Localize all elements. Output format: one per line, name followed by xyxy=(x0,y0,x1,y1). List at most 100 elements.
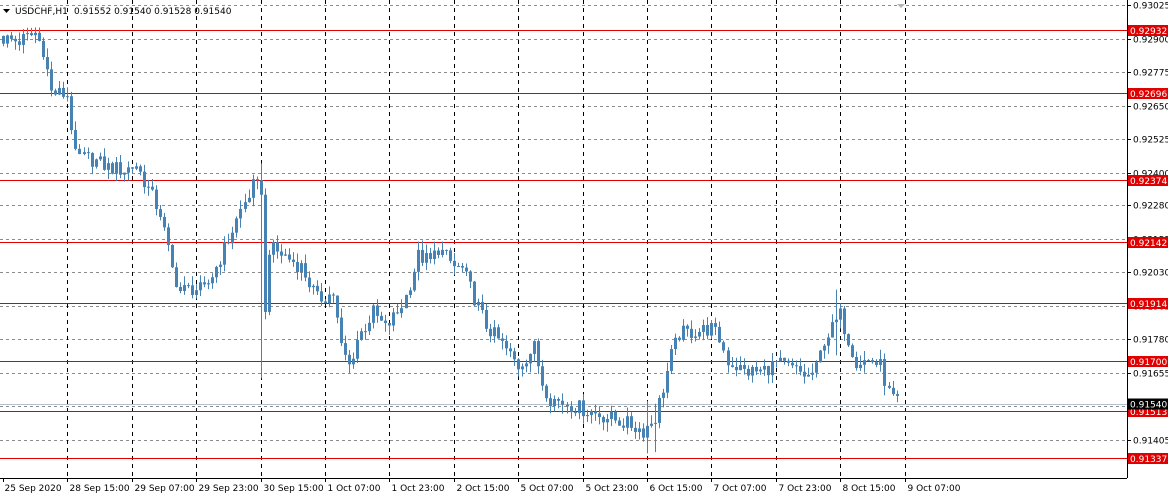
candle-body xyxy=(590,411,593,416)
candle-body xyxy=(606,419,609,423)
candle-body xyxy=(646,425,649,438)
grid xyxy=(0,0,1127,478)
candle-body xyxy=(308,277,311,288)
candle-body xyxy=(219,264,222,267)
candle-body xyxy=(336,295,339,318)
candle-body xyxy=(851,345,854,357)
level-label: 0.92142 xyxy=(1130,239,1167,249)
time-tick-label: 28 Sep 15:00 xyxy=(70,484,130,494)
candle-body xyxy=(18,41,21,45)
price-tick-label: 0.91780 xyxy=(1133,336,1168,346)
candle-body xyxy=(799,365,802,372)
candle-body xyxy=(433,250,436,260)
candle-body xyxy=(867,360,870,362)
candle-body xyxy=(155,189,158,210)
time-tick-label: 29 Sep 07:00 xyxy=(135,484,195,494)
candle-body xyxy=(388,323,391,326)
candle-body xyxy=(392,312,395,326)
candle-body xyxy=(316,285,319,292)
candle-body xyxy=(54,90,57,95)
candle-body xyxy=(119,162,122,175)
candle-body xyxy=(179,287,182,292)
candle-body xyxy=(570,406,573,413)
candle-body xyxy=(195,290,198,295)
candle-body xyxy=(441,249,444,255)
candle-body xyxy=(348,354,351,365)
candle-body xyxy=(207,283,210,285)
current-price-label: 0.91540 xyxy=(1130,401,1167,411)
candle-body xyxy=(328,294,331,303)
candle-body xyxy=(417,249,420,272)
candle-body xyxy=(521,366,524,370)
time-tick-label: 1 Oct 07:00 xyxy=(328,484,381,494)
candle-body xyxy=(332,294,335,296)
candle-body xyxy=(445,249,448,251)
candle-body xyxy=(83,152,86,155)
candle-body xyxy=(268,254,271,312)
candle-body xyxy=(634,427,637,433)
candle-body xyxy=(123,172,126,175)
price-tick-label: 0.92400 xyxy=(1133,170,1168,180)
candle-body xyxy=(396,312,399,314)
price-tick-label: 0.92900 xyxy=(1133,36,1168,46)
time-tick-label: 7 Oct 23:00 xyxy=(779,484,832,494)
candle-body xyxy=(787,360,790,363)
candle-body xyxy=(38,32,41,41)
candle-body xyxy=(807,374,810,377)
level-label-bg xyxy=(1128,406,1168,417)
price-tick-label: 0.92775 xyxy=(1133,69,1168,79)
candle-body xyxy=(437,250,440,255)
candle-body xyxy=(288,254,291,260)
candle-body xyxy=(163,216,166,228)
candle-body xyxy=(70,96,73,131)
price-tick-label: 0.92525 xyxy=(1133,136,1168,146)
candle-body xyxy=(610,411,613,420)
candle-body xyxy=(191,285,194,295)
candle-body xyxy=(22,34,25,45)
candle-body xyxy=(78,148,81,155)
candle-body xyxy=(42,40,45,58)
candle-body xyxy=(66,96,69,98)
candle-body xyxy=(473,281,476,306)
candle-body xyxy=(763,365,766,370)
candle-body xyxy=(99,156,102,160)
horizontal-levels xyxy=(0,30,1127,459)
candle-body xyxy=(485,310,488,329)
candle-body xyxy=(167,227,170,245)
chart-shift-marker-icon[interactable] xyxy=(897,4,905,8)
level-label-bg xyxy=(1128,453,1168,464)
candle-body xyxy=(682,325,685,340)
candle-body xyxy=(296,262,299,273)
candle-body xyxy=(835,319,838,323)
candle-body xyxy=(658,397,661,423)
time-tick-label: 6 Oct 15:00 xyxy=(650,484,703,494)
candle-body xyxy=(481,301,484,311)
candle-body xyxy=(91,153,94,167)
candle-body xyxy=(372,305,375,323)
candle-body xyxy=(586,415,589,417)
candle-body xyxy=(256,179,259,181)
candle-body xyxy=(107,163,110,170)
symbol-dropdown-icon[interactable] xyxy=(3,9,10,13)
candle-body xyxy=(855,356,858,369)
price-tick-label: 0.93025 xyxy=(1133,2,1168,12)
candle-body xyxy=(284,254,287,256)
candle-body xyxy=(421,249,424,263)
candle-body xyxy=(183,285,186,292)
candle-body xyxy=(823,345,826,351)
candle-body xyxy=(529,353,532,364)
candle-body xyxy=(650,423,653,426)
candle-body xyxy=(409,290,412,295)
candle-body xyxy=(227,242,230,244)
candle-body xyxy=(135,166,138,169)
candle-body xyxy=(843,308,846,335)
candle-body xyxy=(771,360,774,376)
candle-body xyxy=(46,57,49,70)
candle-body xyxy=(783,357,786,361)
candle-body xyxy=(883,359,886,386)
level-label: 0.91914 xyxy=(1130,300,1167,310)
candle-body xyxy=(115,162,118,174)
candle-body xyxy=(710,323,713,336)
candle-body xyxy=(566,404,569,407)
